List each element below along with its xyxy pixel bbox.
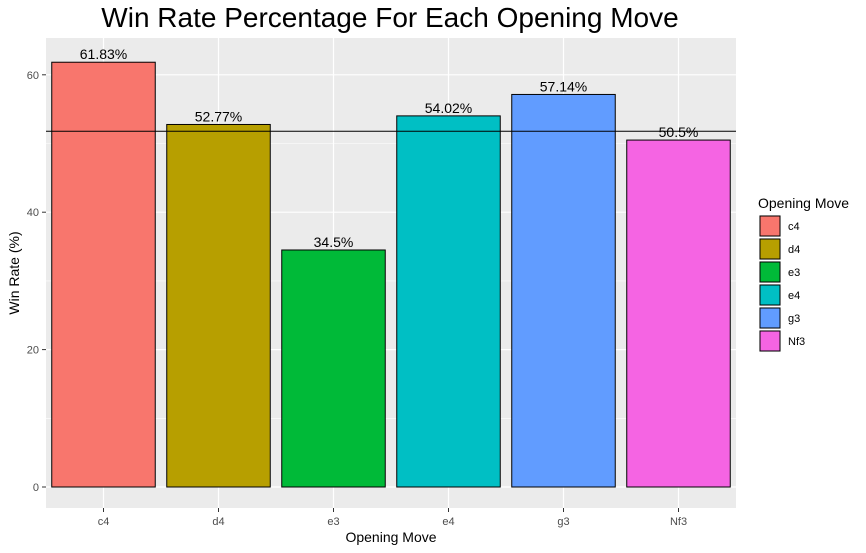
x-axis-title: Opening Move — [345, 529, 436, 545]
legend-swatch-g3 — [759, 307, 781, 329]
legend-label-e3: e3 — [788, 267, 800, 279]
chart-title: Win Rate Percentage For Each Opening Mov… — [101, 2, 679, 33]
bar-Nf3 — [626, 139, 731, 488]
x-tick-label-e3: e3 — [327, 516, 339, 528]
data-label-Nf3: 50.5% — [659, 124, 699, 140]
data-label-d4: 52.77% — [195, 108, 242, 124]
data-label-c4: 61.83% — [80, 46, 127, 62]
x-tick-label-e4: e4 — [442, 516, 454, 528]
bar-g3 — [511, 93, 616, 488]
legend-swatch-Nf3 — [759, 330, 781, 352]
legend-title: Opening Move — [758, 195, 849, 211]
bar-e4 — [396, 115, 501, 488]
y-tick-label: 40 — [27, 207, 39, 219]
data-label-e3: 34.5% — [314, 234, 354, 250]
legend-swatch-e3 — [759, 261, 781, 283]
legend-label-e4: e4 — [788, 290, 800, 302]
data-label-e4: 54.02% — [425, 100, 472, 116]
y-axis-title: Win Rate (%) — [6, 231, 22, 314]
y-tick-label: 60 — [27, 70, 39, 82]
x-tick-label-d4: d4 — [212, 516, 224, 528]
x-tick-label-Nf3: Nf3 — [670, 516, 687, 528]
legend-label-c4: c4 — [788, 221, 800, 233]
bar-d4 — [166, 123, 271, 488]
legend-label-g3: g3 — [788, 313, 800, 325]
legend-swatch-e4 — [759, 284, 781, 306]
legend-label-Nf3: Nf3 — [788, 336, 805, 348]
x-tick-label-c4: c4 — [98, 516, 110, 528]
legend-swatch-d4 — [759, 238, 781, 260]
plot-panel — [46, 38, 736, 508]
x-tick-label-g3: g3 — [557, 516, 569, 528]
legend-label-d4: d4 — [788, 244, 800, 256]
y-tick-label: 0 — [33, 482, 39, 494]
y-tick-label: 20 — [27, 345, 39, 357]
data-label-g3: 57.14% — [540, 78, 587, 94]
bar-e3 — [281, 249, 386, 488]
legend-swatch-c4 — [759, 215, 781, 237]
bar-c4 — [51, 61, 156, 488]
